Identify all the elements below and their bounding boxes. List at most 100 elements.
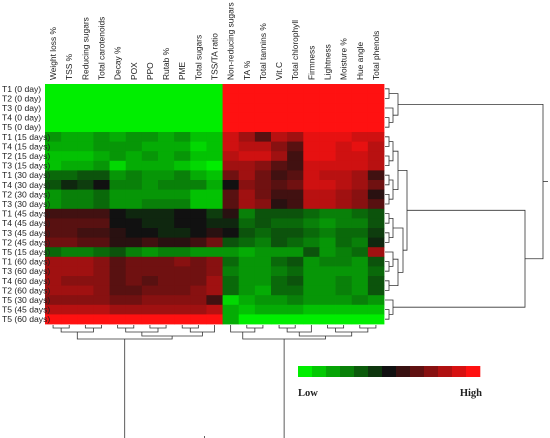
- heatmap-cell: [77, 189, 94, 200]
- row-dendrogram-link: [389, 179, 394, 200]
- column-label: Total chlorophyll: [290, 20, 300, 80]
- heatmap-cell: [367, 237, 385, 248]
- heatmap-cell: [351, 247, 369, 258]
- column-label: Reducing sugars: [80, 17, 90, 80]
- heatmap-cell: [319, 141, 336, 152]
- heatmap-cell: [238, 84, 256, 94]
- heatmap-cell: [206, 180, 223, 190]
- heatmap-cell: [158, 276, 175, 286]
- heatmap-cell: [93, 218, 110, 229]
- heatmap-cell: [319, 93, 336, 104]
- heatmap-cell: [238, 256, 256, 267]
- heatmap-cell: [238, 228, 256, 238]
- heatmap-cell: [303, 180, 320, 190]
- heatmap-cell: [61, 93, 78, 104]
- heatmap-cell: [158, 151, 175, 162]
- heatmap-cell: [222, 112, 240, 123]
- heatmap-cell: [190, 266, 207, 277]
- heatmap-cell: [206, 247, 223, 258]
- heatmap-cell: [335, 103, 353, 114]
- heatmap-cell: [367, 208, 385, 219]
- heatmap-cell: [303, 228, 320, 238]
- heatmap-cell: [271, 151, 288, 162]
- heatmap-cell: [158, 93, 175, 104]
- heatmap-cell: [351, 132, 369, 142]
- heatmap-cell: [254, 132, 272, 142]
- heatmap-cell: [190, 304, 207, 315]
- heatmap-cell: [45, 295, 62, 306]
- heatmap-cell: [125, 132, 143, 142]
- heatmap-cell: [238, 285, 256, 296]
- column-label: Moisture %: [339, 38, 349, 80]
- heatmap-cell: [109, 84, 127, 94]
- heatmap-cell: [61, 304, 78, 315]
- heatmap-cell: [238, 180, 256, 190]
- heatmap-cell: [45, 314, 62, 325]
- heatmap-cell: [77, 256, 94, 267]
- row-dendrogram-link: [385, 136, 390, 147]
- heatmap-cell: [222, 256, 240, 267]
- heatmap-cell: [109, 199, 127, 210]
- heatmap-cell: [254, 256, 272, 267]
- heatmap-cell: [287, 276, 304, 286]
- heatmap-cell: [287, 112, 304, 123]
- heatmap-cell: [287, 199, 304, 210]
- heatmap-cell: [335, 266, 353, 277]
- heatmap-cell: [335, 247, 353, 258]
- heatmap-cell: [335, 93, 353, 104]
- heatmap-cell: [287, 266, 304, 277]
- heatmap-cell: [174, 170, 191, 181]
- column-label: Decay %: [113, 46, 123, 80]
- heatmap-cell: [125, 141, 143, 152]
- row-label: T2 (45 days): [2, 237, 50, 247]
- heatmap-cell: [335, 237, 353, 248]
- heatmap-cell: [190, 180, 207, 190]
- heatmap-cell: [271, 247, 288, 258]
- heatmap-cell: [77, 170, 94, 181]
- column-label: Total tannins %: [258, 23, 268, 80]
- heatmap-cell: [254, 112, 272, 123]
- heatmap-cell: [254, 180, 272, 190]
- row-dendrogram-link: [389, 218, 394, 238]
- heatmap-cell: [238, 112, 256, 123]
- heatmap-cell: [93, 304, 110, 315]
- heatmap-cell: [351, 266, 369, 277]
- heatmap-cell: [351, 314, 369, 325]
- heatmap-cell: [93, 189, 110, 200]
- row-dendrogram-link: [385, 280, 390, 291]
- heatmap-cell: [125, 160, 143, 171]
- heatmap-cell: [206, 141, 223, 152]
- heatmap-cell: [303, 295, 320, 306]
- heatmap-cell: [45, 112, 62, 123]
- heatmap-cell: [287, 256, 304, 267]
- heatmap-cell: [303, 276, 320, 286]
- heatmap-cell: [206, 93, 223, 104]
- heatmap-cell: [206, 151, 223, 162]
- heatmap-cell: [61, 228, 78, 238]
- heatmap-cell: [319, 276, 336, 286]
- heatmap-cell: [222, 237, 240, 248]
- heatmap-cell: [141, 199, 159, 210]
- heatmap-cell: [254, 276, 272, 286]
- heatmap-cell: [45, 199, 62, 210]
- heatmap-cell: [45, 208, 62, 219]
- heatmap-cell: [254, 160, 272, 171]
- row-dendrogram-link: [389, 93, 399, 116]
- heatmap-cell: [77, 199, 94, 210]
- heatmap-cell: [109, 151, 127, 162]
- row-label: T3 (0 day): [2, 103, 41, 113]
- heatmap-cell: [271, 314, 288, 325]
- heatmap-cell: [190, 218, 207, 229]
- heatmap-cell: [77, 180, 94, 190]
- heatmap-cell: [222, 247, 240, 258]
- heatmap-cell: [303, 304, 320, 315]
- row-dendrogram-link: [389, 141, 394, 162]
- row-dendrogram-link: [385, 88, 390, 99]
- heatmap-cell: [222, 170, 240, 181]
- heatmap-cell: [222, 122, 240, 133]
- heatmap-cell: [45, 285, 62, 296]
- heatmap-cell: [351, 276, 369, 286]
- heatmap-cell: [109, 276, 127, 286]
- heatmap-cell: [222, 276, 240, 286]
- column-dendrogram-link: [149, 325, 167, 329]
